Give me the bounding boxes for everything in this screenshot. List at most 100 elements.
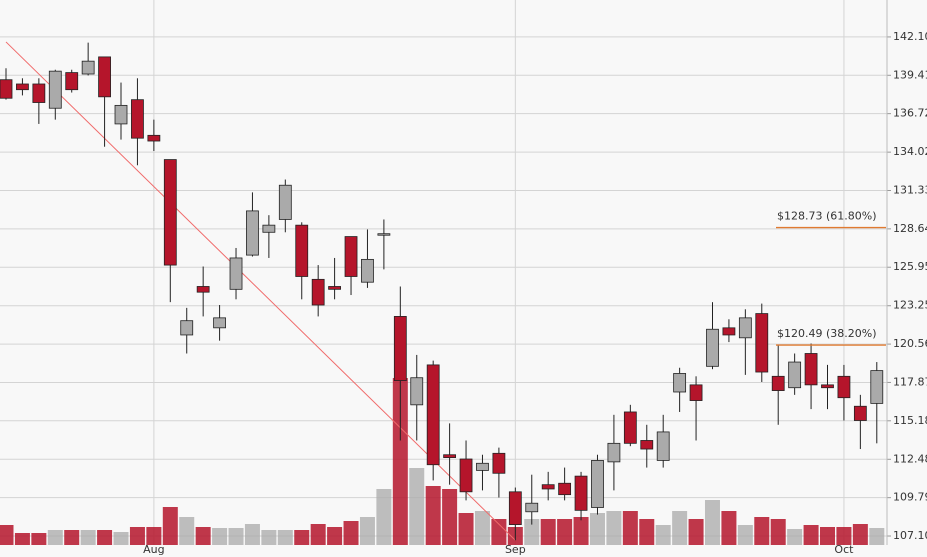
candle-body <box>328 286 342 290</box>
candle-body <box>410 377 424 406</box>
volume-bar <box>64 530 80 545</box>
volume-bar <box>704 500 720 545</box>
candle-body <box>114 104 128 125</box>
volume-bar <box>146 527 162 545</box>
volume-bar <box>672 511 688 545</box>
candle-body <box>229 257 243 290</box>
y-tick-label: 120.56 <box>893 337 927 350</box>
candle-body <box>147 134 161 142</box>
volume-bar <box>113 532 129 545</box>
volume-bar <box>655 525 671 545</box>
candle-body <box>476 462 489 471</box>
volume-bar <box>228 528 244 545</box>
y-tick-label: 128.64 <box>893 222 927 235</box>
volume-bar <box>606 511 622 545</box>
candle-body <box>278 184 292 220</box>
volume-bar <box>589 513 605 545</box>
candle-body <box>246 210 259 256</box>
candle-body <box>640 440 654 450</box>
volume-bar <box>573 517 589 545</box>
candle-body <box>738 317 752 339</box>
x-tick-label: Oct <box>834 543 854 556</box>
candle-body <box>541 484 555 490</box>
candle-body <box>213 317 226 329</box>
candle-body <box>574 475 588 511</box>
candle-body <box>377 233 391 236</box>
y-tick-label: 134.02 <box>893 145 927 158</box>
candle-body <box>558 482 572 496</box>
volume-bar <box>491 519 507 545</box>
candle-body <box>344 236 358 277</box>
volume-bar <box>540 519 556 545</box>
volume-bar <box>244 524 260 545</box>
volume-bar <box>392 378 408 545</box>
candle-body <box>689 384 703 401</box>
candle-body <box>163 159 177 266</box>
candle-body <box>525 502 539 513</box>
volume-bar <box>359 517 375 545</box>
candle-body <box>508 491 522 526</box>
volume-bar <box>869 528 885 545</box>
y-tick-label: 125.95 <box>893 260 927 273</box>
volume-bar <box>327 527 343 545</box>
y-tick-label: 142.10 <box>893 30 927 43</box>
volume-bar <box>376 489 392 545</box>
candle-body <box>393 316 407 381</box>
volume-bar <box>836 527 852 545</box>
volume-bar <box>852 524 868 545</box>
volume-bar <box>639 519 655 545</box>
candle-body <box>673 373 687 393</box>
volume-bar <box>622 511 638 545</box>
x-tick-label: Aug <box>143 543 164 556</box>
volume-bar <box>820 527 835 545</box>
fib-label: $120.49 (38.20%) <box>777 327 877 340</box>
y-tick-label: 139.41 <box>893 68 927 81</box>
volume-bar <box>425 486 441 545</box>
candle-body <box>607 442 621 463</box>
volume-bar <box>294 530 310 545</box>
volume-bar <box>80 530 96 545</box>
volume-bar <box>277 530 293 545</box>
y-tick-label: 107.10 <box>893 529 927 542</box>
candle-body <box>591 460 604 508</box>
candle-body <box>853 405 867 421</box>
candle-body <box>295 224 309 277</box>
volume-bar <box>721 511 737 545</box>
candle-body <box>837 375 851 399</box>
volume-bar <box>803 525 819 545</box>
y-tick-label: 117.87 <box>893 375 927 388</box>
volume-bar <box>688 519 704 545</box>
candle-body <box>788 361 802 389</box>
volume-bar <box>557 519 573 545</box>
candle-body <box>821 384 834 389</box>
volume-bar <box>754 517 770 545</box>
candle-body <box>98 56 111 98</box>
candle-body <box>16 83 29 91</box>
y-tick-label: 131.33 <box>893 184 927 197</box>
candle-body <box>426 364 440 466</box>
volume-bar <box>737 525 753 545</box>
volume-bar <box>179 517 195 545</box>
y-tick-label: 109.79 <box>893 491 927 504</box>
volume-bar <box>212 528 228 545</box>
volume-bar <box>343 521 359 545</box>
fib-label: $128.73 (61.80%) <box>777 210 877 223</box>
candle-body <box>443 454 457 458</box>
candle-body <box>706 328 719 367</box>
candle-body <box>180 320 194 336</box>
candle-body <box>492 452 506 474</box>
volume-bar <box>458 513 474 545</box>
volume-bar <box>261 530 277 545</box>
candle-body <box>771 375 785 391</box>
candle-body <box>81 60 95 75</box>
volume-bar <box>409 468 425 545</box>
volume-bar <box>195 527 211 545</box>
volume-bar <box>770 519 786 545</box>
volume-bar <box>474 511 490 545</box>
candle-body <box>870 370 884 404</box>
candle-body <box>459 458 473 493</box>
volume-bar <box>47 530 63 545</box>
volume-bar <box>310 524 326 545</box>
